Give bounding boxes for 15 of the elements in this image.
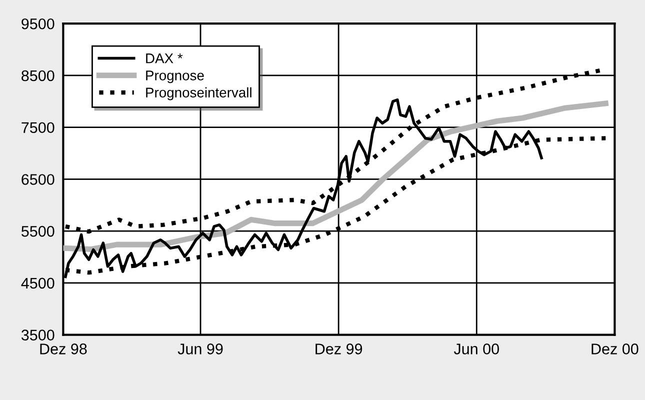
y-tick-label: 4500 (21, 278, 54, 289)
x-tick-label: Jun 99 (178, 344, 223, 354)
y-tick-label: 5500 (22, 226, 54, 237)
x-tick-label: Jun 00 (454, 344, 499, 354)
y-tick-label: 9500 (22, 18, 54, 30)
legend-label: DAX * (146, 54, 183, 64)
legend-label: Prognoseintervall (146, 87, 252, 100)
y-tick-label: 8500 (22, 70, 54, 82)
legend-label: Prognose (146, 70, 204, 84)
y-tick-label: 3500 (21, 330, 54, 340)
y-tick-label: 6500 (22, 174, 54, 185)
y-tick-label: 7500 (22, 122, 54, 134)
x-tick-label: Dez 00 (592, 344, 638, 354)
x-tick-label: Dez 99 (316, 344, 362, 354)
x-tick-label: Dez 98 (40, 344, 87, 354)
